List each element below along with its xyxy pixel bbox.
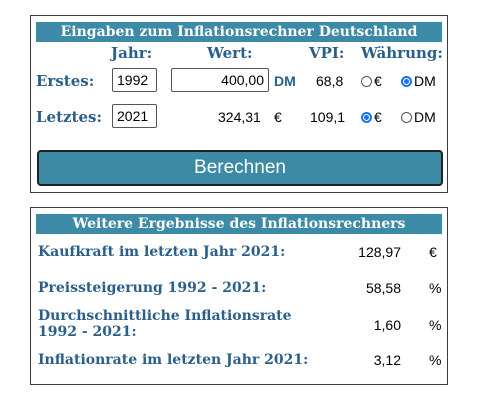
last-currency-euro-option[interactable]: € (361, 109, 382, 125)
result-value-last-year-inflation: 3,12 (373, 352, 401, 368)
results-panel-title: Weitere Ergebnisse des Inflationsrechner… (36, 214, 442, 234)
last-currency-dm-label: DM (414, 109, 436, 125)
result-unit-price-increase: % (429, 280, 442, 296)
last-year-input[interactable] (112, 104, 157, 128)
result-value-price-increase: 58,58 (365, 280, 401, 296)
result-value-average-inflation: 1,60 (373, 317, 401, 333)
last-value-unit: € (274, 109, 282, 125)
result-label-average-inflation: Durchschnittliche Inflationsrate (38, 308, 292, 324)
result-unit-purchasing-power: € (429, 244, 437, 260)
results-panel: Weitere Ergebnisse des Inflationsrechner… (30, 207, 448, 385)
last-row-label: Letztes: (36, 108, 102, 126)
column-header-cpi: VPI: (309, 44, 345, 62)
first-currency-euro-option[interactable]: € (361, 73, 382, 89)
first-row-label: Erstes: (36, 72, 95, 90)
result-value-purchasing-power: 128,97 (358, 244, 401, 260)
result-unit-average-inflation: % (429, 317, 442, 333)
column-header-year: Jahr: (111, 44, 153, 62)
inputs-panel: Eingaben zum Inflationsrechner Deutschla… (30, 15, 448, 193)
last-currency-euro-radio[interactable] (361, 111, 372, 123)
last-currency-dm-radio[interactable] (401, 111, 412, 123)
last-cpi-value: 109,1 (310, 109, 346, 125)
first-currency-dm-option[interactable]: DM (401, 73, 436, 89)
column-header-currency: Währung: (361, 44, 443, 62)
result-label-price-increase: Preissteigerung 1992 - 2021: (38, 280, 267, 296)
first-cpi-value: 68,8 (316, 73, 344, 89)
result-label-average-inflation-period: 1992 - 2021: (38, 324, 137, 340)
result-label-last-year-inflation: Inflationrate im letzten Jahr 2021: (38, 352, 309, 368)
last-currency-euro-label: € (374, 109, 382, 125)
first-year-input[interactable] (112, 68, 157, 92)
first-currency-euro-label: € (374, 73, 382, 89)
result-unit-last-year-inflation: % (429, 352, 442, 368)
column-header-value: Wert: (207, 44, 253, 62)
last-value-result: 324,31 (218, 109, 261, 125)
result-label-purchasing-power: Kaufkraft im letzten Jahr 2021: (38, 244, 286, 260)
first-currency-euro-radio[interactable] (361, 75, 372, 87)
first-currency-dm-label: DM (414, 73, 436, 89)
last-currency-dm-option[interactable]: DM (401, 109, 436, 125)
first-value-unit: DM (274, 73, 296, 89)
first-value-input[interactable] (171, 68, 269, 92)
calculate-button[interactable]: Berechnen (37, 150, 443, 186)
first-currency-dm-radio[interactable] (401, 75, 412, 87)
inputs-panel-title: Eingaben zum Inflationsrechner Deutschla… (36, 22, 442, 42)
